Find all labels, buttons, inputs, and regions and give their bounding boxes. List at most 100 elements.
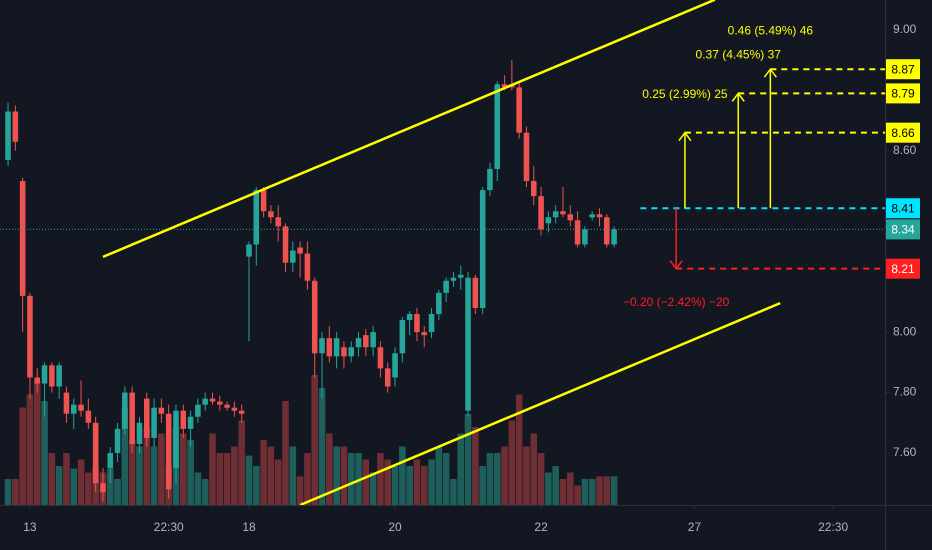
volume-bar [245, 455, 253, 505]
price-label-box [886, 198, 920, 219]
candle-body [34, 377, 41, 384]
candle-body [12, 111, 19, 142]
candle-body [290, 250, 296, 263]
y-tick-label: 7.60 [893, 445, 917, 459]
volume-bar [216, 453, 224, 505]
candle-body [209, 398, 216, 402]
volume-bar [596, 476, 603, 505]
volume-bar [282, 401, 289, 505]
price-label-box [886, 122, 920, 143]
volume-bar [479, 466, 486, 505]
volume-bar [106, 468, 114, 505]
candle-body [326, 338, 333, 357]
candle-body [341, 347, 347, 357]
candle-body [56, 365, 62, 387]
candle-body [136, 422, 143, 444]
candle-body [545, 217, 552, 224]
measure-label: 0.25 (2.99%) 25 [642, 87, 728, 101]
volume-bar [464, 414, 472, 505]
volume-bar [128, 440, 136, 505]
x-tick-label: 27 [688, 520, 702, 534]
candle-body [443, 280, 449, 293]
volume-bar [457, 433, 465, 505]
candle-body [582, 229, 588, 245]
candle-body [487, 168, 493, 191]
candle-body [238, 410, 245, 414]
candle-body [494, 84, 501, 169]
volume-bar [545, 472, 552, 505]
volume-bar [435, 446, 443, 505]
y-tick-label: 9.00 [893, 22, 917, 36]
volume-bar [231, 446, 238, 505]
candle-body [399, 320, 406, 354]
volume-bar [143, 427, 151, 505]
volume-bar [274, 459, 282, 505]
candle-body [574, 220, 581, 245]
arrow-head [763, 67, 777, 78]
candle-body [165, 413, 172, 490]
volume-bar [41, 401, 48, 505]
volume-bar [267, 446, 275, 505]
arrow-head [669, 260, 683, 270]
volume-bar [33, 381, 41, 505]
measure-label: 0.37 (4.45%) 37 [696, 48, 782, 62]
candle-body [333, 338, 340, 357]
candle-body [406, 314, 413, 321]
volume-bar [48, 453, 56, 505]
volume-bar [355, 453, 362, 505]
volume-bar [201, 479, 209, 505]
volume-bar [347, 453, 355, 505]
volume-bar [77, 459, 85, 505]
volume-bar [588, 479, 596, 505]
candle-body [173, 410, 179, 469]
candle-body [282, 226, 289, 263]
candle-body [363, 335, 369, 348]
volume-bar [442, 453, 450, 505]
candle-body [348, 347, 354, 357]
candle-body [538, 196, 544, 230]
volume-bar [187, 440, 194, 505]
candle-body [552, 211, 559, 218]
volume-bar [377, 453, 384, 505]
x-tick-label: 22 [534, 520, 548, 534]
volume-bar [406, 466, 413, 505]
volume-bar [610, 476, 618, 505]
price-label: 8.41 [891, 201, 915, 215]
volume-bar [114, 479, 121, 505]
candle-body [107, 453, 114, 469]
x-tick-label: 22:30 [154, 520, 184, 534]
volume-bar [333, 446, 340, 505]
price-label: 8.21 [891, 262, 915, 276]
candle-body [611, 229, 617, 245]
volume-bar [223, 453, 231, 505]
candle-body [523, 132, 530, 182]
volume-bar [304, 453, 311, 505]
volume-bar [326, 433, 333, 505]
plot-area: 0.46 (5.49%) 46 0.37 (4.45%) 37 0.25 (2.99… [0, 0, 885, 505]
candle-body [158, 407, 165, 414]
price-label: 8.79 [891, 87, 915, 101]
volume-bar [603, 476, 611, 505]
volume-bar [581, 479, 589, 505]
candle-body [114, 428, 121, 454]
candle-body [421, 332, 428, 336]
trendline [299, 301, 781, 505]
arrow-head [678, 131, 692, 142]
volume-bar [19, 407, 26, 505]
volume-bar [574, 485, 581, 505]
volume-bar [136, 446, 143, 505]
candle-body [92, 422, 99, 484]
price-label-box [886, 83, 920, 104]
price-label-box [886, 59, 920, 80]
volume-bar [55, 466, 63, 505]
volume-bar [508, 420, 516, 505]
volume-bar [515, 394, 523, 505]
candle-body [370, 332, 376, 348]
candle-body [472, 277, 479, 308]
volume-bar [209, 433, 216, 505]
y-tick-label: 8.60 [893, 143, 917, 157]
volume-bar [4, 479, 12, 505]
volume-bar [428, 459, 435, 505]
candle-body [531, 181, 537, 197]
candle-body [384, 368, 391, 387]
